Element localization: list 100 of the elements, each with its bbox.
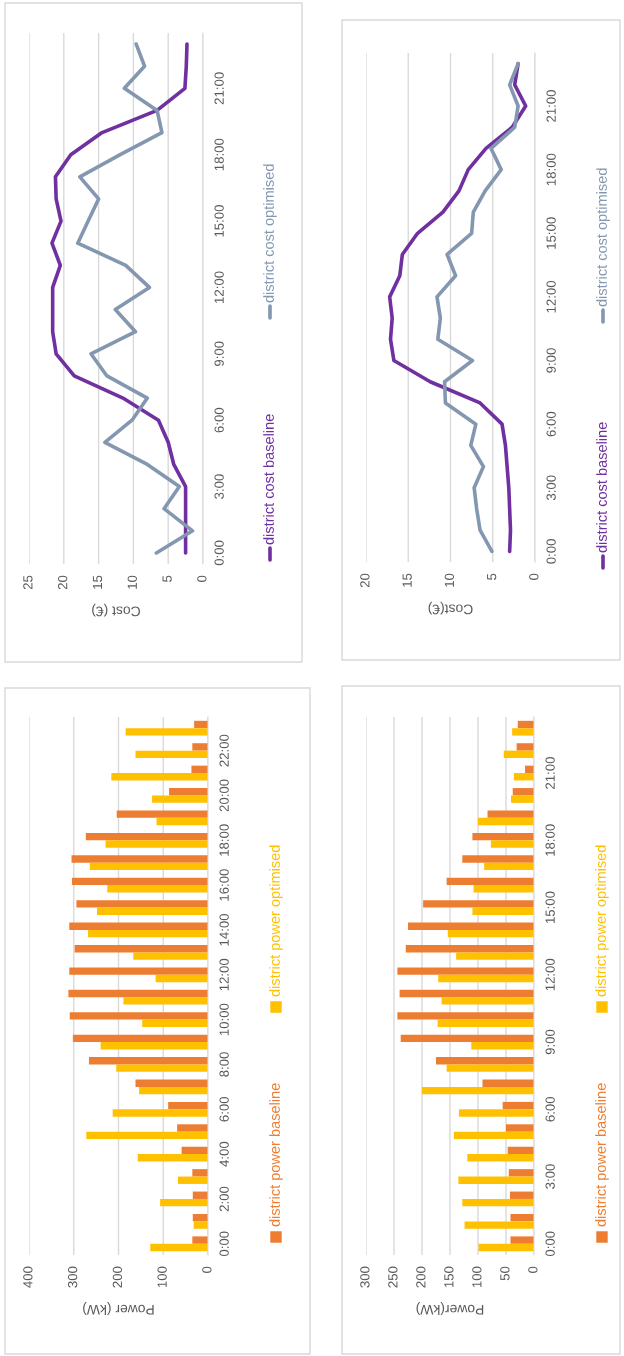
x-tick-label: 15 bbox=[92, 575, 103, 589]
bar bbox=[436, 1057, 534, 1065]
bar bbox=[447, 929, 534, 938]
y-tick-label: 12:00 bbox=[214, 271, 224, 303]
y-tick-label: 15:00 bbox=[214, 205, 224, 237]
y-tick-label: 6:00 bbox=[219, 1096, 229, 1122]
x-tick-label: 5 bbox=[487, 573, 497, 580]
x-tick-label: 100 bbox=[472, 1266, 482, 1288]
x-tick-label: 10 bbox=[127, 575, 137, 589]
bar bbox=[88, 929, 208, 938]
bar bbox=[169, 788, 208, 796]
bar bbox=[156, 817, 208, 826]
y-tick-label: 3:00 bbox=[546, 475, 556, 501]
x-axis-title: Cost (€) bbox=[92, 603, 140, 617]
bar bbox=[192, 743, 208, 751]
bar bbox=[112, 1109, 208, 1117]
bar bbox=[135, 750, 208, 759]
y-tick-label: 21:00 bbox=[214, 72, 224, 105]
bar bbox=[89, 862, 208, 871]
bar bbox=[107, 885, 208, 893]
x-tick-label: 150 bbox=[444, 1266, 454, 1288]
y-tick-label: 4:00 bbox=[219, 1141, 229, 1167]
bar bbox=[100, 1042, 208, 1050]
y-tick-label: 3:00 bbox=[214, 474, 224, 499]
bar bbox=[133, 952, 208, 960]
y-tick-label: 2:00 bbox=[219, 1186, 229, 1212]
bar bbox=[397, 967, 534, 975]
bar bbox=[177, 1124, 208, 1132]
text: district cost baseline bbox=[263, 414, 274, 545]
text: district power optimised bbox=[269, 845, 283, 997]
bar bbox=[512, 728, 534, 736]
x-tick-label: 400 bbox=[23, 1266, 33, 1288]
y-tick-label: 12:00 bbox=[219, 958, 229, 991]
text: district cost optimised bbox=[263, 164, 277, 303]
bar bbox=[456, 952, 534, 960]
bar bbox=[446, 877, 534, 886]
x-tick-label: 25 bbox=[23, 575, 33, 590]
bar bbox=[464, 1221, 534, 1229]
bar bbox=[69, 1012, 208, 1020]
y-tick-label: 21:00 bbox=[545, 757, 555, 789]
bar bbox=[490, 840, 534, 848]
bar bbox=[142, 1019, 208, 1028]
x-axis-title: Power(kW) bbox=[416, 1302, 484, 1315]
bar bbox=[438, 974, 534, 983]
bar bbox=[71, 877, 208, 886]
x-tick-label: 200 bbox=[112, 1266, 123, 1288]
y-tick-label: 3:00 bbox=[545, 1164, 555, 1189]
bar bbox=[397, 1012, 534, 1020]
y-tick-label: 6:00 bbox=[545, 1096, 555, 1122]
bar bbox=[441, 997, 534, 1005]
bar bbox=[478, 1243, 534, 1252]
x-axis-title: Cost(€) bbox=[428, 601, 473, 615]
y-tick-label: 15:00 bbox=[546, 217, 556, 249]
bar bbox=[482, 1079, 534, 1087]
y-tick-label: 10:00 bbox=[219, 1003, 229, 1036]
text: district power baseline bbox=[595, 1083, 609, 1227]
bar bbox=[192, 1236, 208, 1244]
bar bbox=[69, 967, 208, 975]
text: district power optimised bbox=[595, 845, 609, 997]
bar bbox=[508, 1169, 534, 1177]
bar bbox=[437, 1019, 534, 1028]
bar bbox=[168, 1101, 208, 1110]
bar bbox=[511, 795, 534, 803]
bar bbox=[484, 862, 534, 871]
x-tick-label: 300 bbox=[360, 1266, 370, 1288]
bar bbox=[137, 1154, 208, 1162]
bar bbox=[116, 1064, 208, 1072]
y-tick-label: 16:00 bbox=[219, 869, 229, 901]
y-tick-label: 0:00 bbox=[214, 540, 224, 566]
bar bbox=[462, 1198, 534, 1207]
x-tick-label: 300 bbox=[67, 1266, 78, 1288]
bar bbox=[88, 1057, 208, 1065]
bar bbox=[400, 1034, 534, 1043]
text: district cost baseline bbox=[596, 422, 607, 553]
bar bbox=[111, 773, 208, 781]
x-tick-label: 0 bbox=[197, 575, 207, 582]
bar bbox=[178, 1176, 208, 1184]
bar bbox=[116, 810, 208, 818]
y-tick-label: 9:00 bbox=[214, 341, 224, 367]
y-tick-label: 0:00 bbox=[219, 1231, 229, 1257]
y-tick-label: 18:00 bbox=[214, 138, 224, 171]
bar bbox=[472, 832, 534, 841]
bar bbox=[510, 1213, 534, 1222]
bar bbox=[408, 922, 534, 930]
y-tick-label: 18:00 bbox=[545, 824, 555, 856]
y-tick-label: 12:00 bbox=[546, 280, 556, 313]
bar bbox=[191, 765, 208, 774]
x-tick-label: 20 bbox=[360, 573, 370, 588]
x-tick-label: 10 bbox=[444, 573, 455, 587]
bar bbox=[507, 1146, 534, 1155]
bar bbox=[152, 795, 208, 803]
x-axis-title: Power (kW) bbox=[83, 1302, 154, 1315]
y-tick-label: 21:00 bbox=[546, 90, 556, 122]
bar bbox=[72, 1034, 208, 1043]
bar bbox=[487, 810, 534, 818]
bar bbox=[510, 1236, 534, 1244]
bar bbox=[458, 1176, 534, 1184]
bar bbox=[509, 1191, 534, 1199]
y-tick-label: 6:00 bbox=[214, 407, 224, 433]
x-tick-label: 50 bbox=[500, 1266, 510, 1281]
